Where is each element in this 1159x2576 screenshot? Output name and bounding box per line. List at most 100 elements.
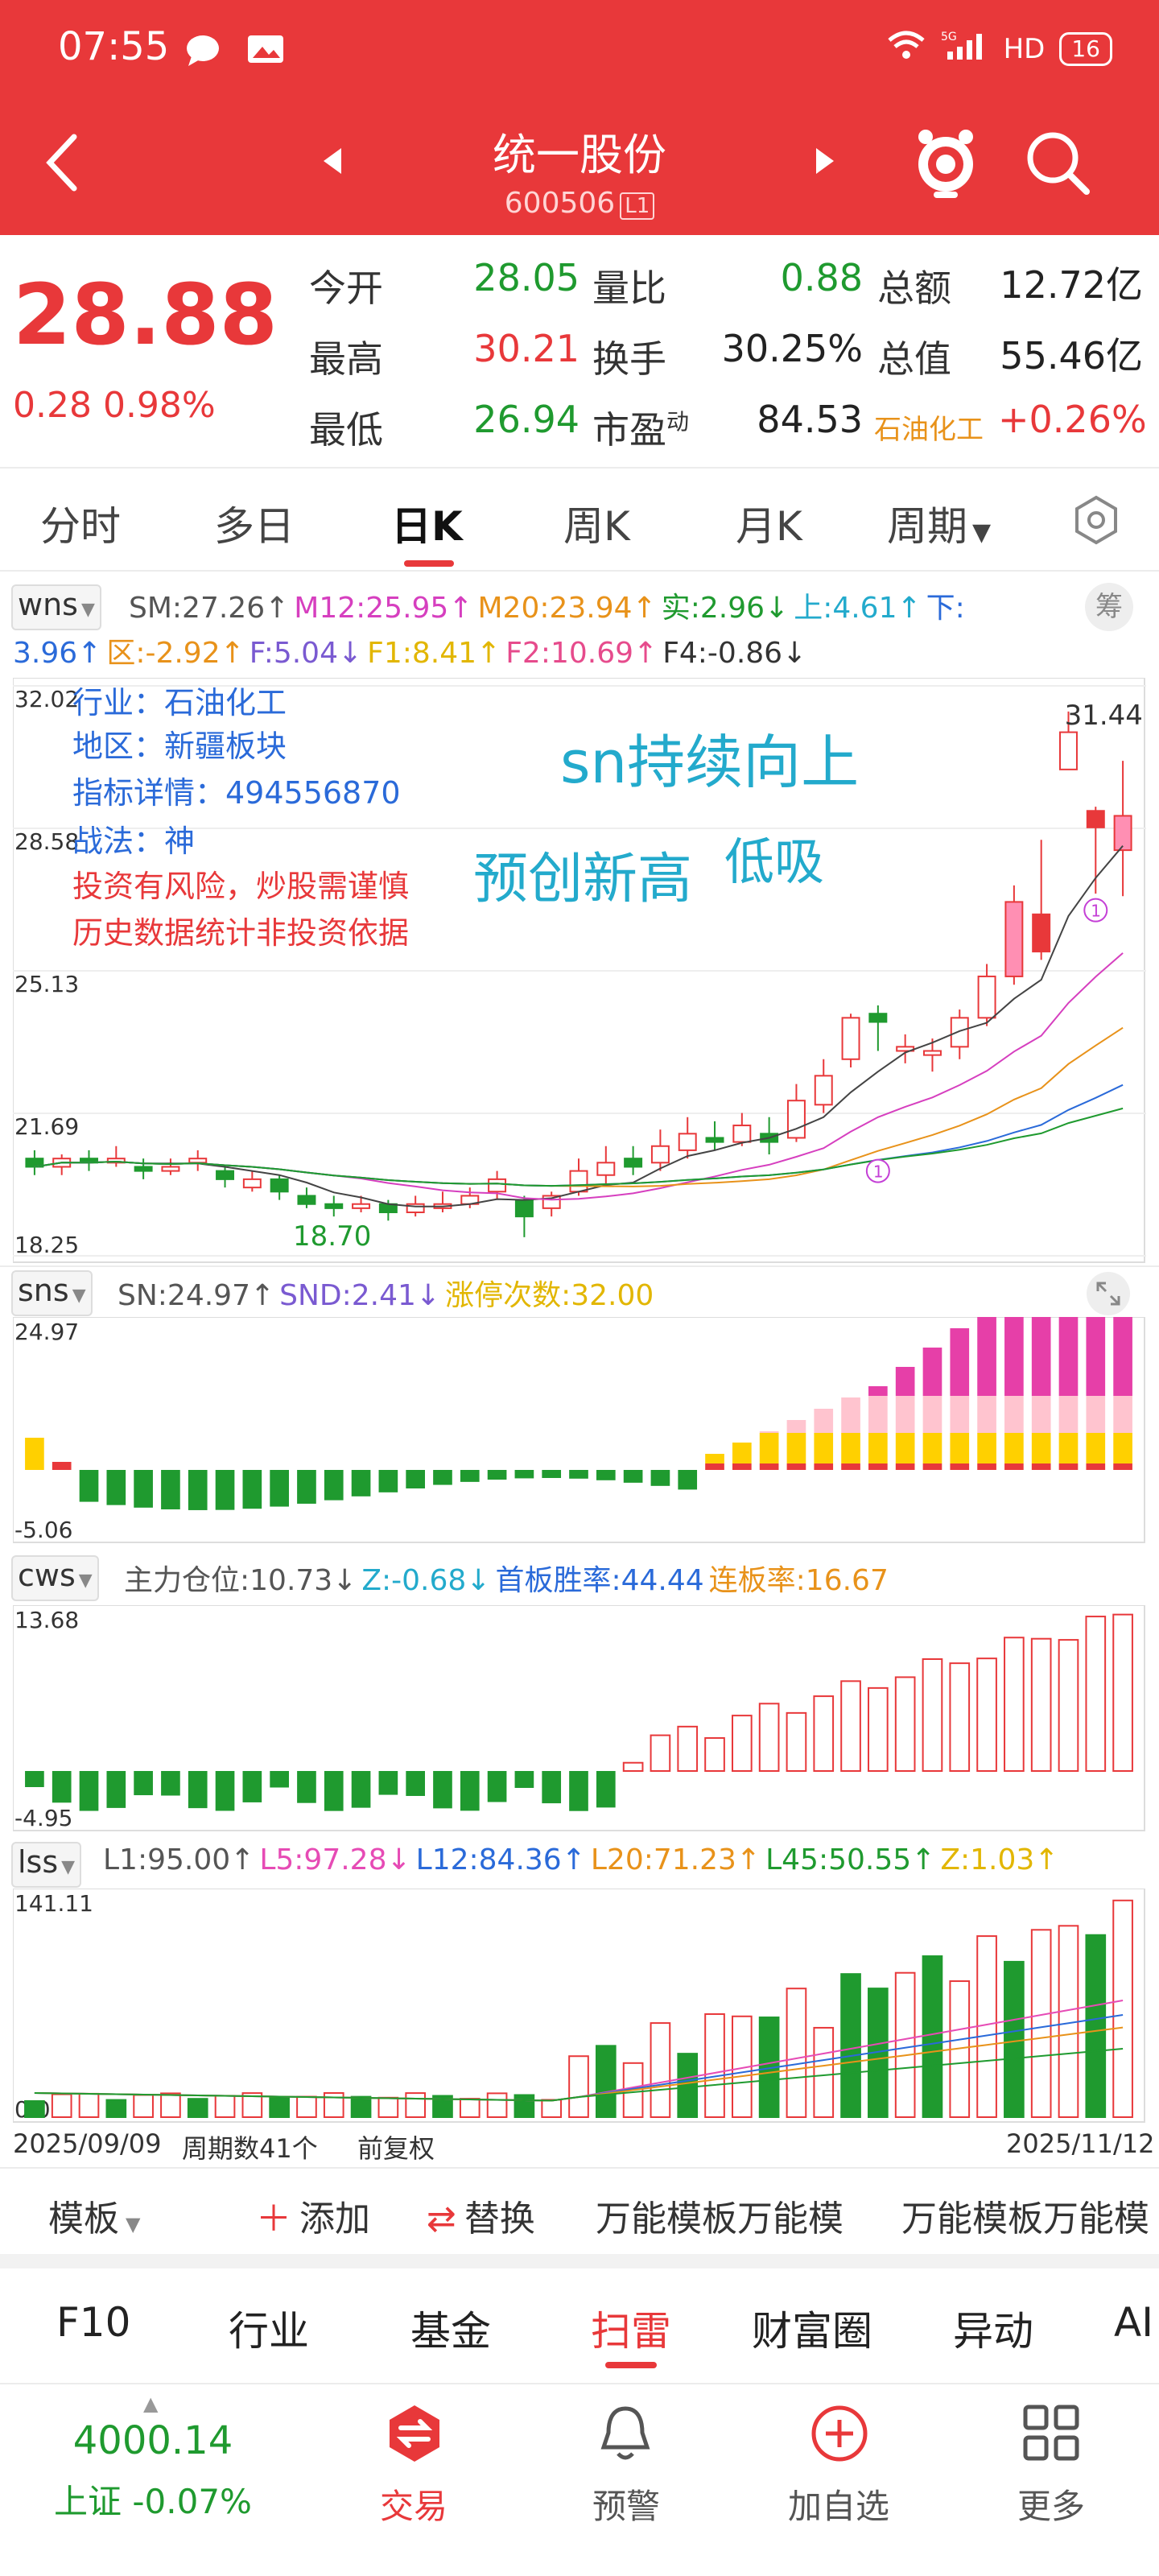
candle [977,975,996,1019]
sns-bar [569,1470,588,1479]
wns-value-2: M20:23.94↑ [477,592,657,625]
cws-bar [650,1734,671,1772]
tab-weekly-k[interactable]: 周K [563,503,630,550]
status-right: 5G HD 16 [886,29,1112,68]
status-bar: 07:55 5G HD 16 [0,0,1159,97]
sns-value-1: SND:2.41↓ [279,1279,441,1312]
nav-add-watchlist[interactable]: 加自选 [787,2487,889,2526]
candle [352,1203,371,1209]
tab-period[interactable]: 周期 ▼ [887,503,992,550]
candle [1086,810,1105,828]
sector-label[interactable]: 石油化工 [874,414,984,446]
feature-tab-ai[interactable]: AI [1114,2299,1153,2346]
lss-bar [922,1955,943,2118]
nav-alert[interactable]: 预警 [592,2487,660,2526]
nav-more[interactable]: 更多 [1017,2487,1085,2526]
sns-bar [650,1470,670,1486]
feature-tab-industry[interactable]: 行业 [229,2308,309,2355]
tab-intraday[interactable]: 分时 [40,503,121,550]
search-icon[interactable] [1024,129,1091,200]
add-watchlist-icon[interactable] [810,2404,869,2467]
sns-bar [732,1443,752,1463]
lss-bar [976,1935,997,2118]
cws-indicator-select[interactable]: cws ▼ [11,1555,99,1601]
lss-bar [650,2022,671,2118]
chip-button[interactable]: 筹 [1085,583,1133,631]
hd-label: HD [1003,32,1046,65]
cws-bar [215,1771,235,1811]
sns-chart[interactable]: 24.97 -5.06 [13,1317,1146,1544]
wns-indicator-select[interactable]: wns ▼ [11,584,101,630]
candle [705,1137,724,1143]
sns-bar [814,1463,834,1470]
cws-bar [1030,1637,1052,1772]
settings-hex-icon[interactable] [1070,494,1122,549]
cws-chart[interactable]: 13.68 -4.95 [13,1605,1146,1832]
cws-value-0: 主力仓位:10.73↓ [124,1564,357,1597]
back-icon[interactable] [42,132,82,196]
trade-icon[interactable] [383,2402,446,2468]
nav-trade[interactable]: 交易 [379,2487,448,2526]
sns-bar [1113,1396,1132,1433]
kline-chart[interactable]: 32.02 28.58 25.13 21.69 18.25 31.44 18.70 1 1 [13,678,1146,1264]
annotation-new-high: 预创新高 [473,848,693,911]
cws-bar [949,1662,971,1772]
adjust-mode[interactable]: 前复权 [357,2133,435,2164]
index-value[interactable]: 4000.14 [72,2418,233,2463]
lss-values: L1:95.00↑ L5:97.28↓ L12:84.36↑ L20:71.23↑ L4… [103,1843,1063,1876]
cws-bar [161,1771,180,1796]
sns-bar [705,1454,724,1463]
index-change[interactable]: 上证 -0.07% [54,2482,252,2521]
index-expand-icon[interactable]: ▲ [143,2392,159,2415]
lss-bar [568,2055,589,2118]
tab-monthly-k[interactable]: 月K [736,503,802,550]
mascot-icon[interactable] [909,126,982,203]
image-icon [246,34,285,68]
cws-bar [188,1771,208,1809]
bell-icon[interactable] [596,2402,655,2468]
feature-tab-fund[interactable]: 基金 [410,2308,491,2355]
grid-more-icon[interactable] [1022,2404,1080,2465]
lss-bar [486,2092,508,2119]
divider [0,1265,1159,1267]
lss-bar [541,2099,563,2118]
cws-bar [569,1771,588,1811]
cws-value-3: 连板率:16.67 [708,1564,889,1597]
sns-bar [786,1463,806,1470]
candle [786,1100,806,1139]
cws-bar [406,1771,426,1796]
add-template-button[interactable]: ＋添加 [256,2198,370,2240]
next-stock-icon[interactable] [813,147,837,179]
battery-indicator: 16 [1059,31,1112,66]
feature-tab-community[interactable]: 财富圈 [752,2308,872,2355]
lss-indicator-select[interactable]: lss ▼ [11,1842,82,1888]
template-item-2[interactable]: 万能模板万能模 [901,2198,1149,2240]
template-dropdown[interactable]: 模板 ▼ [48,2198,141,2240]
sns-indicator-select[interactable]: sns ▼ [11,1270,93,1316]
template-item-1[interactable]: 万能模板万能模 [596,2198,843,2240]
svg-text:5G: 5G [941,31,957,43]
sns-value-2: 涨停次数:32.00 [445,1279,654,1312]
top-header: 07:55 5G HD 16 统一股份 600506 L1 [0,0,1159,235]
cws-bar [976,1657,997,1772]
candle [950,1017,969,1048]
cws-value-1: Z:-0.68↓ [361,1564,491,1597]
lss-chart[interactable]: 141.110.00 [13,1889,1146,2124]
sns-bar [814,1409,834,1433]
amount-value: 12.72亿 [1000,263,1143,307]
sns-bar [759,1433,779,1463]
lss-bar [786,1988,807,2118]
tab-multiday[interactable]: 多日 [214,503,295,550]
feature-tab-anomaly[interactable]: 异动 [953,2308,1033,2355]
feature-tab-f10[interactable]: F10 [56,2299,131,2346]
expand-icon[interactable] [1087,1272,1130,1319]
lss-value-4: L45:50.55↑ [765,1843,936,1876]
current-price: 28.88 [13,266,278,364]
period-count: 周期数41个 [182,2133,318,2164]
info-region: 地区：新疆板块 [72,729,287,764]
tab-daily-k[interactable]: 日K [391,503,463,550]
lss-bar [269,2096,290,2118]
feature-tab-scan[interactable]: 扫雷 [591,2308,671,2355]
prev-stock-icon[interactable] [320,147,344,179]
replace-template-button[interactable]: ⇄ 替换 [427,2198,535,2240]
